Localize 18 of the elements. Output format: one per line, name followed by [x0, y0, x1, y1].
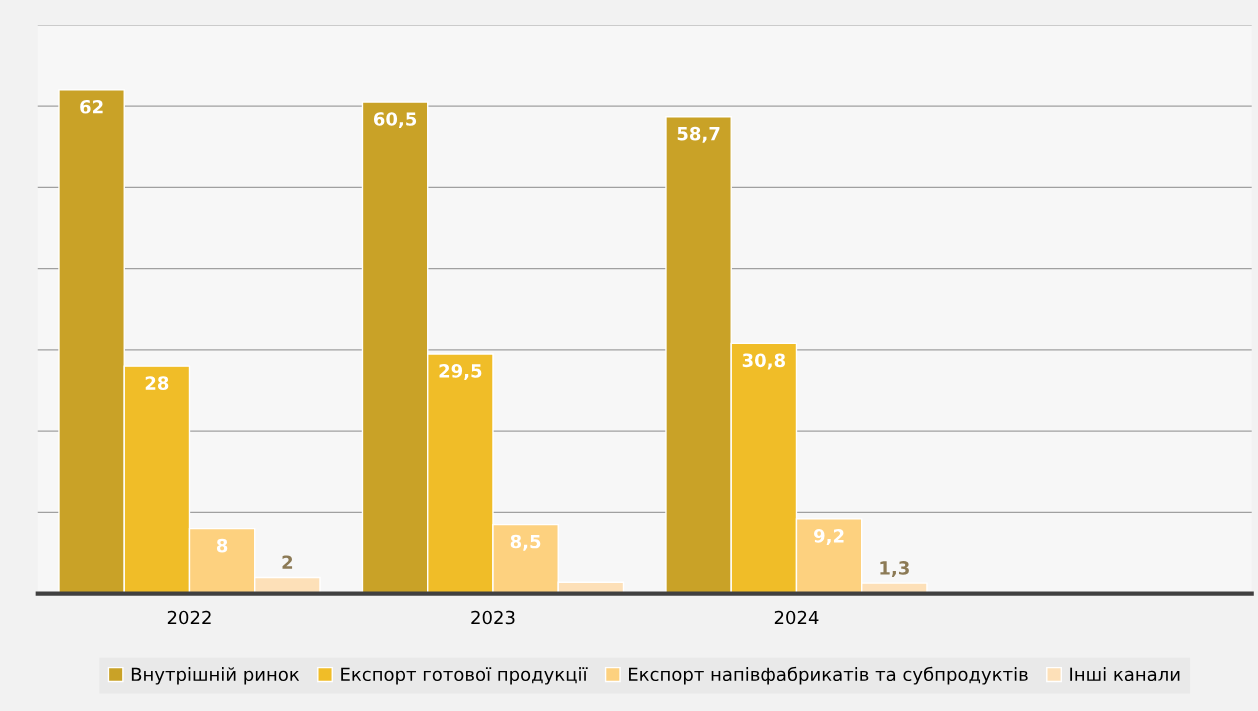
- data-label: 62: [80, 99, 103, 114]
- data-label: 58,7: [677, 126, 720, 143]
- data-label: 1,3: [880, 561, 909, 578]
- data-label: 9,2: [814, 529, 844, 545]
- data-label: 30,8: [742, 353, 785, 370]
- x-tick-label: 2024: [774, 610, 819, 625]
- data-label: 60,5: [373, 112, 417, 129]
- data-label: 29,5: [439, 364, 482, 381]
- x-tick-label: 2023: [471, 610, 515, 625]
- data-label: 2: [282, 555, 293, 569]
- data-label: 8: [216, 538, 228, 553]
- legend-label: Інші канали: [1070, 667, 1180, 682]
- x-tick-label: 2022: [167, 610, 211, 625]
- legend-label: Експорт напівфабрикатів та субпродуктів: [629, 666, 1028, 685]
- legend-label: Внутрішній ринок: [131, 667, 300, 685]
- data-label: 28: [145, 376, 169, 390]
- legend-label: Експорт готової продукції: [341, 667, 588, 685]
- data-label: 8,5: [510, 534, 541, 551]
